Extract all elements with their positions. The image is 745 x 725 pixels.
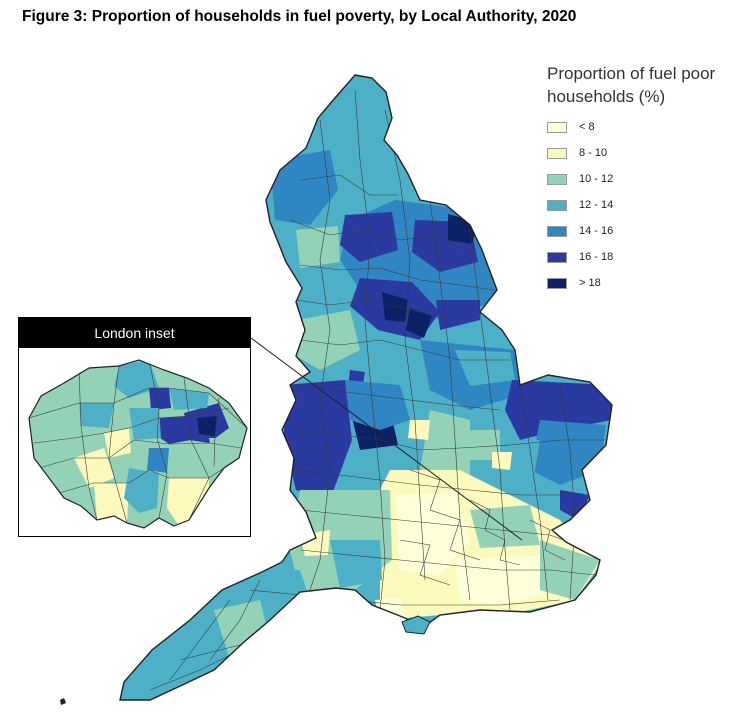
legend-label: 12 - 14 (579, 199, 614, 211)
legend-item: > 18 (547, 270, 737, 296)
legend-title-line1: Proportion of fuel poor (547, 64, 716, 83)
legend-label: < 8 (579, 121, 595, 133)
legend-item: 16 - 18 (547, 244, 737, 270)
legend-label: 10 - 12 (579, 173, 614, 185)
figure-title: Figure 3: Proportion of households in fu… (22, 8, 577, 25)
legend-swatch (547, 147, 567, 159)
legend-item: 12 - 14 (547, 192, 737, 218)
legend-swatch (547, 121, 567, 133)
legend-label: 16 - 18 (579, 251, 614, 263)
legend-item: < 8 (547, 114, 737, 140)
legend-item: 10 - 12 (547, 166, 737, 192)
map-legend: Proportion of fuel poor households (%) <… (547, 62, 737, 296)
isle-of-wight (401, 615, 431, 635)
legend-item: 8 - 10 (547, 140, 737, 166)
legend-swatch (547, 225, 567, 237)
legend-item: 14 - 16 (547, 218, 737, 244)
legend-swatch (547, 277, 567, 289)
legend-title-line2: households (%) (547, 87, 666, 106)
london-inset-header: London inset (19, 318, 250, 348)
inset-connector-top (250, 337, 523, 541)
london-inset: London inset (18, 317, 251, 537)
legend-label: > 18 (579, 277, 601, 289)
legend-title: Proportion of fuel poor households (%) (547, 62, 737, 108)
london-inset-map (28, 359, 248, 529)
legend-swatch (547, 173, 567, 185)
isles-of-scilly (60, 698, 66, 705)
legend-label: 14 - 16 (579, 225, 614, 237)
legend-swatch (547, 199, 567, 211)
legend-label: 8 - 10 (579, 147, 608, 159)
legend-swatch (547, 251, 567, 263)
